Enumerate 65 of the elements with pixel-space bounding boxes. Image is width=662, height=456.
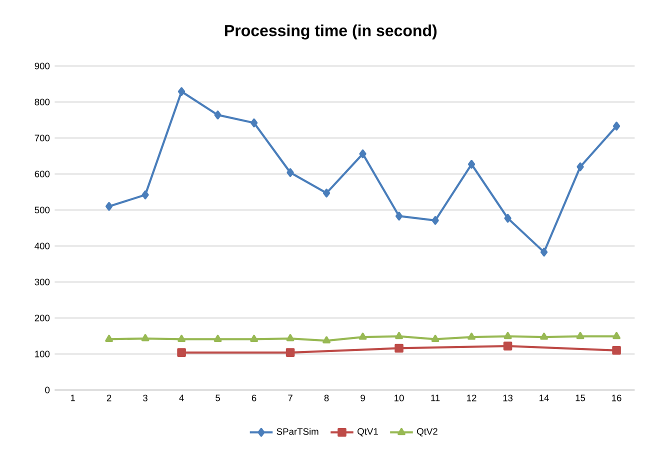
point xyxy=(142,190,149,200)
point xyxy=(178,334,186,342)
y-tick-label: 800 xyxy=(34,98,50,106)
point xyxy=(105,202,113,211)
point xyxy=(503,342,512,350)
x-tick-label: 3 xyxy=(143,394,148,402)
point xyxy=(177,348,186,357)
chart-title: Processing time (in second) xyxy=(225,24,437,40)
y-tick-label: 500 xyxy=(34,206,50,214)
x-tick-label: 10 xyxy=(394,394,404,402)
point xyxy=(358,332,367,340)
point xyxy=(468,160,476,169)
point xyxy=(612,332,620,340)
point xyxy=(214,110,222,120)
point xyxy=(504,214,512,223)
y-tick-label: 100 xyxy=(35,350,50,358)
x-tick-label: 13 xyxy=(503,394,513,402)
point xyxy=(395,212,403,221)
x-tick-label: 7 xyxy=(288,394,292,402)
point xyxy=(431,334,440,342)
y-tick-label: 200 xyxy=(34,314,50,322)
x-tick-label: 9 xyxy=(360,394,365,402)
y-tick-label: 700 xyxy=(34,134,50,142)
point xyxy=(576,162,584,172)
x-tick-label: 8 xyxy=(324,394,329,402)
point xyxy=(576,332,584,340)
legend-label: SParTSim xyxy=(276,428,318,435)
point xyxy=(394,344,404,353)
point xyxy=(395,332,403,340)
point xyxy=(322,336,330,344)
x-tick-label: 6 xyxy=(252,394,256,402)
point xyxy=(214,334,222,342)
point xyxy=(504,332,512,340)
point xyxy=(540,248,548,257)
point xyxy=(286,334,294,342)
x-tick-label: 11 xyxy=(431,394,440,402)
x-tick-label: 15 xyxy=(576,394,586,402)
y-tick-label: 600 xyxy=(34,170,50,178)
legend-label: QtV2 xyxy=(417,428,438,436)
y-tick-label: 0 xyxy=(45,386,50,394)
x-tick-label: 1 xyxy=(70,394,75,402)
x-tick-label: 14 xyxy=(540,394,549,402)
point xyxy=(322,188,330,198)
point xyxy=(359,149,366,158)
x-tick-label: 16 xyxy=(612,394,622,402)
y-tick-label: 900 xyxy=(34,62,50,70)
y-tick-label: 400 xyxy=(34,242,50,250)
legend-label: QtV1 xyxy=(358,428,378,436)
point xyxy=(105,334,113,342)
point xyxy=(250,334,258,342)
point xyxy=(468,332,476,340)
y-tick-label: 300 xyxy=(34,278,50,286)
point xyxy=(612,346,621,355)
point xyxy=(141,334,150,342)
point xyxy=(178,87,186,96)
point xyxy=(540,332,548,340)
x-tick-label: 2 xyxy=(106,394,112,402)
point xyxy=(250,118,258,128)
x-tick-label: 5 xyxy=(216,394,220,402)
point xyxy=(612,122,620,131)
point xyxy=(286,168,294,177)
x-tick-label: 4 xyxy=(179,394,184,402)
point xyxy=(432,216,439,225)
x-tick-label: 12 xyxy=(467,394,476,402)
point xyxy=(286,348,295,357)
